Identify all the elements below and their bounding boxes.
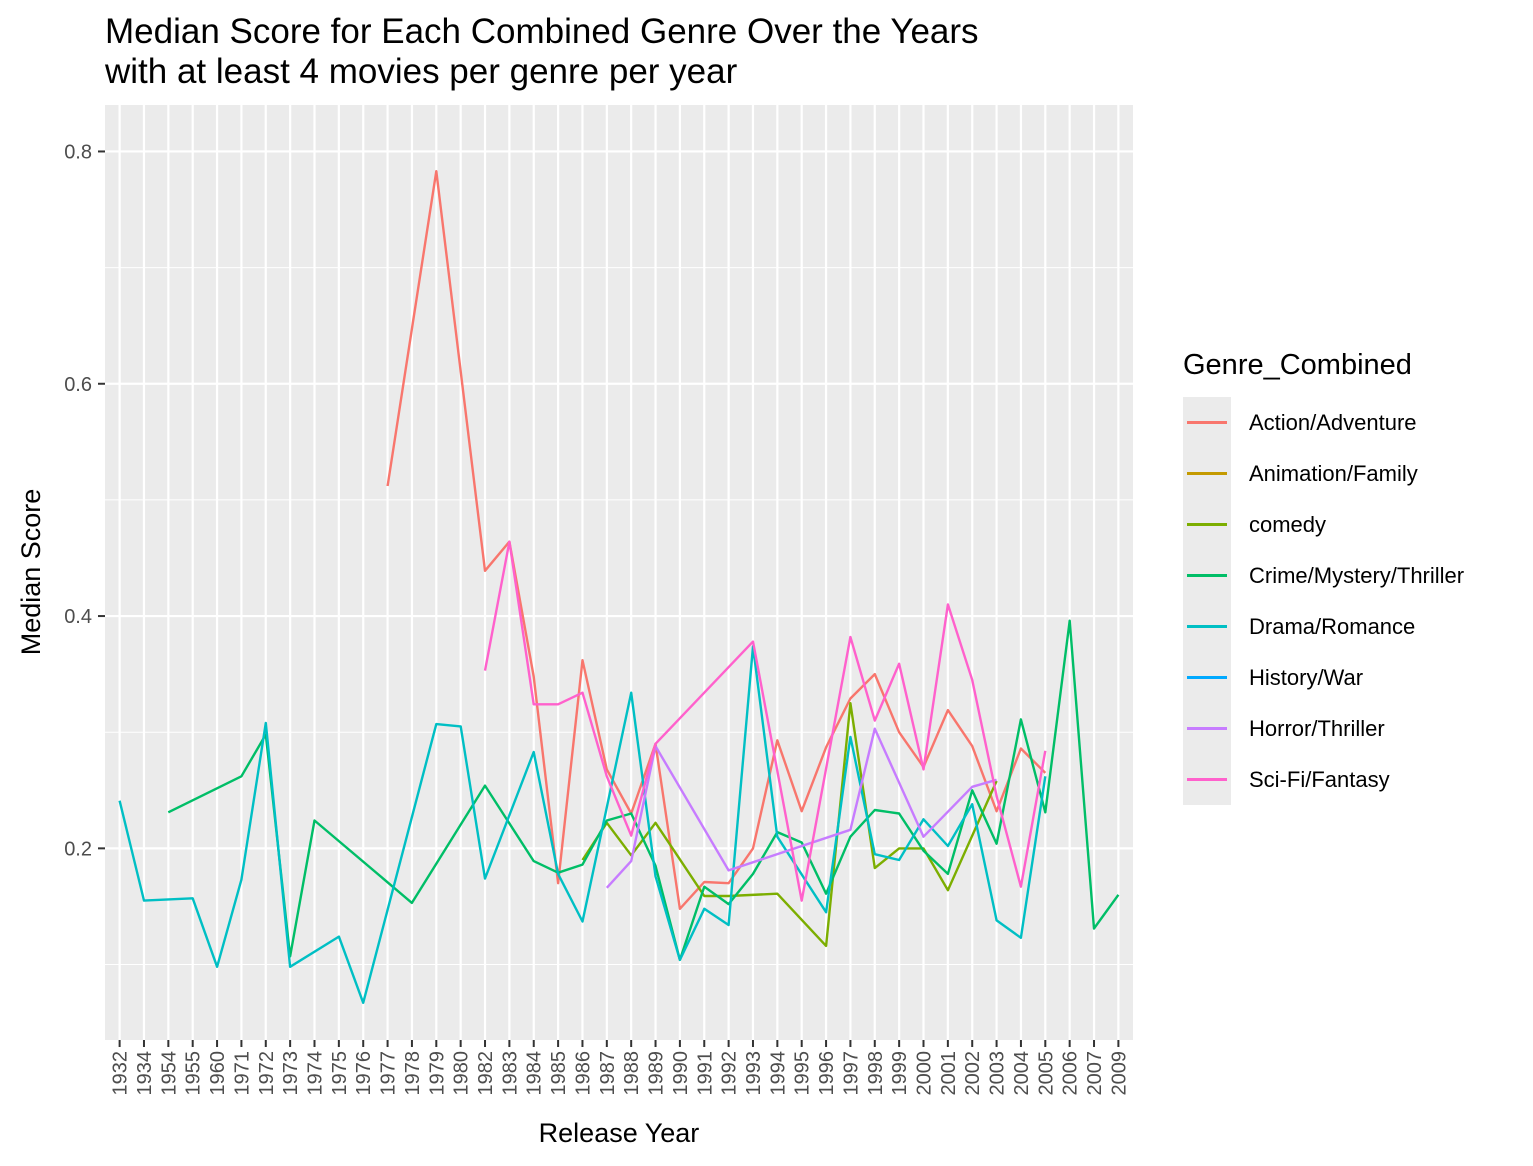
x-tick-label: 1995	[792, 1051, 814, 1096]
x-tick-label: 1954	[158, 1051, 180, 1096]
chart-title-line-2: with at least 4 movies per genre per yea…	[105, 52, 738, 91]
x-tick-label: 1997	[840, 1051, 862, 1096]
legend-item-animation-family: Animation/Family	[1183, 448, 1464, 499]
x-tick-label: 1978	[402, 1051, 424, 1096]
legend-item-action-adventure: Action/Adventure	[1183, 397, 1464, 448]
chart-title-line-1: Median Score for Each Combined Genre Ove…	[105, 12, 979, 51]
y-tick-label: 0.6	[64, 374, 92, 396]
x-tick-label: 2004	[1011, 1051, 1033, 1096]
series-lines	[118, 169, 1120, 1004]
chart-title: Median Score for Each Combined Genre Ove…	[105, 12, 979, 92]
x-tick-label: 2006	[1060, 1051, 1082, 1096]
legend-label: comedy	[1249, 511, 1327, 537]
x-tick-label: 1980	[451, 1051, 473, 1096]
x-tick-label: 1971	[231, 1051, 253, 1096]
x-tick-label: 2009	[1108, 1051, 1130, 1096]
x-tick-label: 1975	[329, 1051, 351, 1096]
x-tick-label: 1973	[280, 1051, 302, 1096]
x-tick-label: 1984	[524, 1051, 546, 1096]
series-line-sci-fi-fantasy	[483, 540, 1047, 902]
x-tick-label: 1998	[865, 1051, 887, 1096]
legend-key	[1183, 448, 1231, 499]
legend-swatch	[1187, 676, 1227, 679]
legend-key	[1183, 397, 1231, 448]
x-tick-label: 1955	[183, 1051, 205, 1096]
legend-label: Action/Adventure	[1249, 409, 1417, 435]
x-tick-label: 1979	[426, 1051, 448, 1096]
plot-panel	[105, 105, 1133, 1040]
x-tick-label: 1990	[670, 1051, 692, 1096]
legend-key	[1183, 652, 1231, 703]
x-tick-label: 2003	[987, 1051, 1009, 1096]
legend-key	[1183, 703, 1231, 754]
legend-item-comedy: comedy	[1183, 499, 1464, 550]
legend-swatch	[1187, 472, 1227, 475]
x-tick-label: 1991	[694, 1051, 716, 1096]
legend-swatch	[1187, 778, 1227, 781]
x-tick-label: 1972	[256, 1051, 278, 1096]
x-tick-label: 1985	[548, 1051, 570, 1096]
legend: Genre_Combined Action/Adventure Animation…	[1183, 345, 1464, 805]
series-line-crime-mystery-thriller	[167, 619, 1120, 962]
x-tick-label: 2005	[1035, 1051, 1057, 1096]
x-tick-label: 1986	[572, 1051, 594, 1096]
x-tick-label: 1987	[597, 1051, 619, 1096]
series-line-horror-thriller	[605, 727, 997, 889]
legend-swatch	[1187, 523, 1227, 526]
legend-swatch	[1187, 625, 1227, 628]
legend-swatch	[1187, 727, 1227, 730]
x-tick-label: 1934	[134, 1051, 156, 1096]
legend-label: History/War	[1249, 664, 1364, 690]
legend-title: Genre_Combined	[1183, 349, 1412, 381]
x-tick-label: 1996	[816, 1051, 838, 1096]
x-tick-label: 2007	[1084, 1051, 1106, 1096]
y-tick-labels: 0.2 0.4 0.6 0.8	[64, 141, 92, 860]
x-tick-label: 1960	[207, 1051, 229, 1096]
legend-item-crime-mystery-thriller: Crime/Mystery/Thriller	[1183, 550, 1464, 601]
legend-item-sci-fi-fantasy: Sci-Fi/Fantasy	[1183, 754, 1464, 805]
x-tick-label: 2000	[914, 1051, 936, 1096]
x-tick-label: 2002	[962, 1051, 984, 1096]
legend-label: Horror/Thriller	[1249, 715, 1385, 741]
x-tick-label: 1989	[646, 1051, 668, 1096]
x-tick-labels: 1932 1934 1954 1955 1960 1971 1972 1973 1974 1975…	[110, 1051, 1131, 1096]
x-axis-title: Release Year	[539, 1118, 700, 1148]
series-line-comedy	[581, 702, 998, 948]
legend-swatch	[1187, 421, 1227, 424]
x-tick-label: 1976	[353, 1051, 375, 1096]
legend-key	[1183, 550, 1231, 601]
legend-label: Sci-Fi/Fantasy	[1249, 766, 1390, 792]
x-tick-label: 1999	[889, 1051, 911, 1096]
x-tick-label: 1974	[304, 1051, 326, 1096]
x-tick-label: 1977	[378, 1051, 400, 1096]
legend-key	[1183, 601, 1231, 652]
x-tick-label: 1992	[719, 1051, 741, 1096]
legend-label: Drama/Romance	[1249, 613, 1416, 639]
x-tick-label: 1988	[621, 1051, 643, 1096]
x-tick-label: 1994	[767, 1051, 789, 1096]
y-tick-label: 0.2	[64, 838, 92, 860]
y-axis-title: Median Score	[16, 489, 46, 656]
x-tick-label: 1932	[110, 1051, 132, 1096]
legend-key	[1183, 499, 1231, 550]
major-gridlines	[105, 105, 1133, 1040]
legend-item-horror-thriller: Horror/Thriller	[1183, 703, 1464, 754]
legend-swatch	[1187, 574, 1227, 577]
legend-item-drama-romance: Drama/Romance	[1183, 601, 1464, 652]
y-tick-label: 0.8	[64, 141, 92, 163]
x-tick-label: 1983	[499, 1051, 521, 1096]
minor-gridlines	[105, 267, 1133, 966]
y-tick-label: 0.4	[64, 606, 92, 628]
legend-label: Animation/Family	[1249, 460, 1418, 486]
legend-items: Action/Adventure Animation/Family comedy Cr…	[1183, 397, 1464, 805]
legend-key	[1183, 754, 1231, 805]
x-tick-label: 1982	[475, 1051, 497, 1096]
legend-item-history-war: History/War	[1183, 652, 1464, 703]
x-tick-label: 2001	[938, 1051, 960, 1096]
legend-label: Crime/Mystery/Thriller	[1249, 562, 1465, 588]
axis-ticks	[98, 150, 1120, 1047]
x-tick-label: 1993	[743, 1051, 765, 1096]
